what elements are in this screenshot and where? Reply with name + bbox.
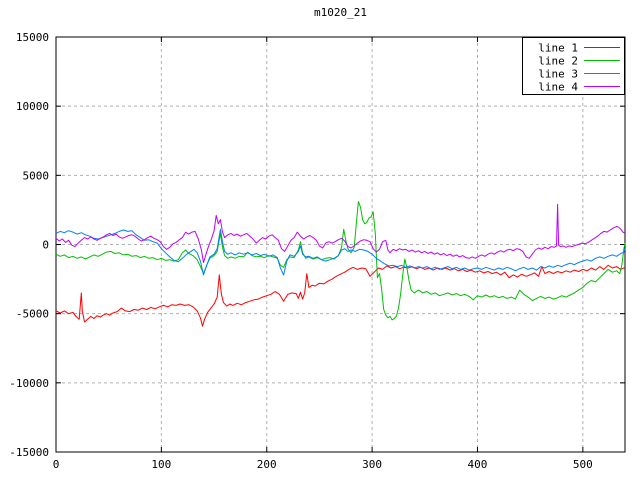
x-tick-label: 400 [468, 458, 488, 471]
legend-label: line 2 [538, 55, 578, 68]
y-tick-label: 15000 [16, 31, 49, 44]
series-line-3 [55, 228, 626, 276]
series-line-2 [55, 201, 626, 321]
series-line-1 [55, 264, 626, 327]
x-tick-label: 100 [151, 458, 171, 471]
y-tick-label: -10000 [9, 377, 49, 390]
x-tick-label: 500 [573, 458, 593, 471]
y-tick-label: 0 [42, 239, 49, 252]
legend-label: line 3 [538, 68, 578, 81]
y-tick-label: 5000 [23, 169, 50, 182]
x-tick-label: 300 [362, 458, 382, 471]
series-line-4 [55, 203, 626, 263]
chart-title: m1020_21 [314, 6, 367, 19]
legend-label: line 4 [538, 81, 578, 94]
y-tick-label: -15000 [9, 446, 49, 459]
y-tick-label: 10000 [16, 100, 49, 113]
x-tick-label: 0 [53, 458, 60, 471]
y-tick-label: -5000 [16, 308, 49, 321]
x-tick-label: 200 [257, 458, 277, 471]
legend-label: line 1 [538, 42, 578, 55]
